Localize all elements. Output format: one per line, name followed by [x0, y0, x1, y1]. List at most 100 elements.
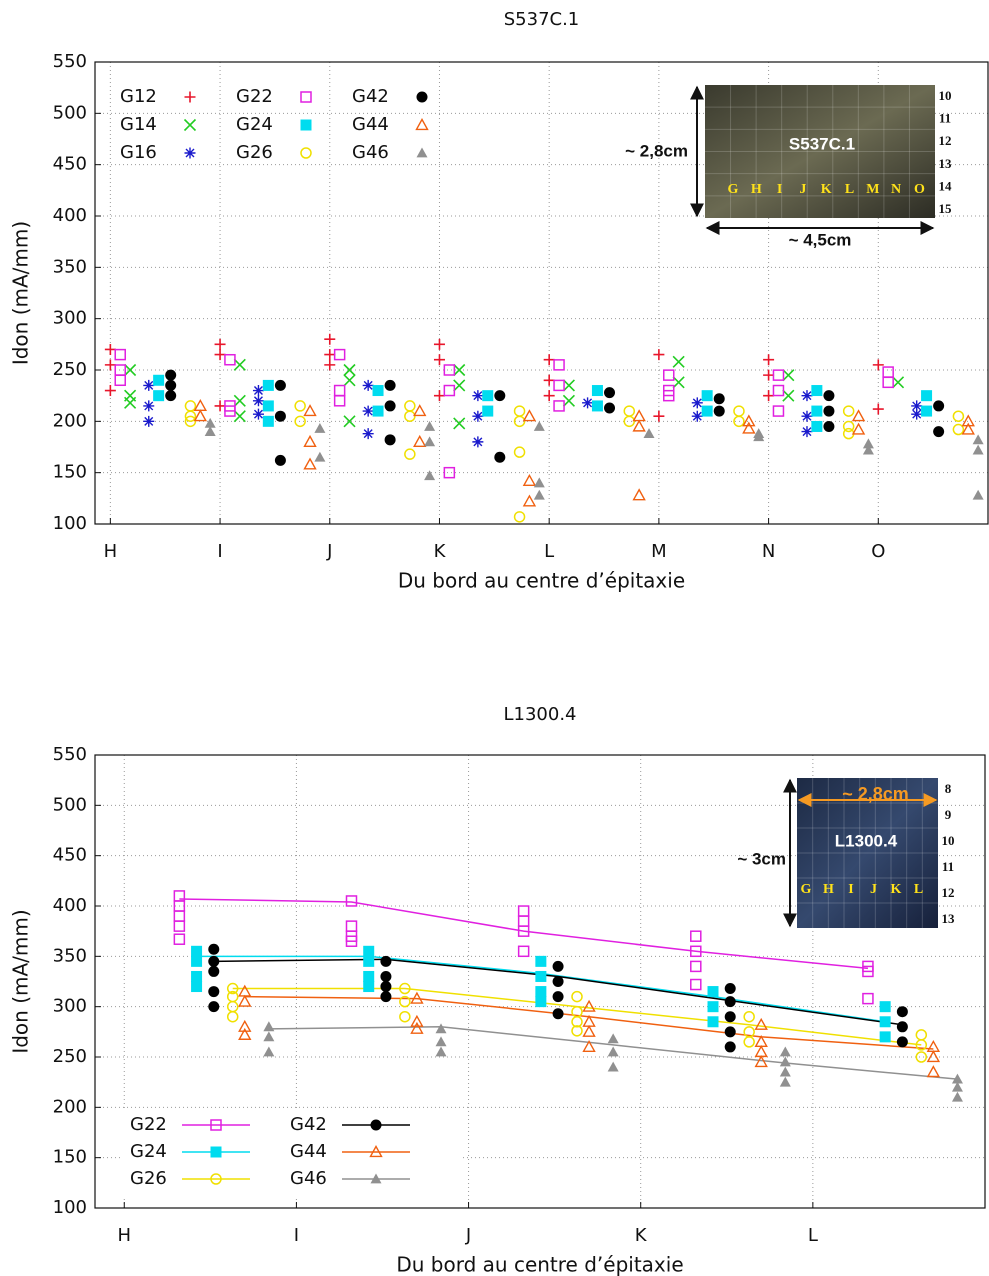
- data-point: [345, 935, 358, 947]
- data-point: [707, 1016, 719, 1028]
- data-point: [443, 364, 456, 376]
- data-point: [552, 991, 564, 1003]
- data-point: [380, 970, 392, 982]
- data-point: [733, 415, 745, 428]
- data-point: [623, 415, 636, 428]
- data-point: [582, 999, 596, 1012]
- data-point: [543, 390, 555, 402]
- data-point: [453, 417, 466, 430]
- data-point: [372, 405, 384, 417]
- data-point: [104, 359, 116, 371]
- data-point: [811, 405, 823, 417]
- data-point: [921, 390, 933, 402]
- data-point: [384, 379, 396, 391]
- x-tick-label: L: [808, 1225, 818, 1246]
- data-point: [779, 1056, 791, 1067]
- data-point: [811, 420, 823, 432]
- data-point: [443, 466, 456, 479]
- data-point: [513, 446, 526, 458]
- data-point: [713, 405, 725, 417]
- data-point: [262, 400, 274, 412]
- data-point: [184, 410, 197, 422]
- data-point: [951, 1091, 963, 1102]
- data-point: [214, 338, 226, 350]
- inset-column-label: K: [891, 882, 902, 897]
- data-point: [533, 420, 545, 431]
- data-point: [380, 991, 392, 1003]
- data-point: [208, 1001, 220, 1013]
- data-point: [494, 390, 506, 402]
- inset-column-label: H: [823, 882, 834, 897]
- data-point: [410, 1014, 424, 1027]
- data-point: [191, 945, 203, 957]
- data-point: [191, 955, 203, 967]
- data-point: [754, 1045, 768, 1058]
- data-point: [262, 415, 274, 427]
- data-point: [252, 395, 264, 407]
- data-point: [607, 1061, 619, 1072]
- data-point: [782, 389, 795, 402]
- data-point: [535, 955, 547, 967]
- legend-label: G46: [352, 142, 389, 163]
- data-point: [384, 400, 396, 412]
- data-point: [604, 402, 616, 414]
- data-point: [233, 410, 246, 423]
- inset-center-label: L1300.4: [835, 831, 898, 850]
- data-point: [753, 431, 765, 442]
- data-point: [482, 390, 494, 402]
- data-point: [690, 978, 702, 991]
- data-point: [951, 1073, 963, 1084]
- data-point: [632, 419, 646, 432]
- data-point: [294, 400, 306, 412]
- data-point: [226, 982, 239, 995]
- y-tick-label: 500: [53, 102, 87, 123]
- y-tick-label: 500: [53, 794, 87, 815]
- y-tick-label: 150: [53, 462, 87, 483]
- data-point: [891, 376, 905, 389]
- data-point: [114, 348, 126, 361]
- data-point: [343, 415, 356, 428]
- data-point: [143, 415, 155, 427]
- data-point: [233, 394, 246, 407]
- data-point: [801, 426, 813, 438]
- data-point: [384, 434, 396, 446]
- data-point: [604, 387, 616, 399]
- data-point: [233, 358, 246, 371]
- data-point: [896, 1006, 908, 1018]
- legend-marker: [416, 91, 428, 103]
- data-point: [204, 417, 216, 428]
- data-point: [552, 976, 564, 987]
- data-point: [413, 434, 427, 447]
- data-point: [224, 353, 236, 366]
- inset-column-label: M: [866, 182, 879, 197]
- inset-column-label: L: [845, 182, 854, 197]
- data-point: [553, 400, 565, 412]
- data-point: [533, 489, 545, 500]
- data-point: [173, 910, 186, 922]
- data-point: [252, 385, 264, 397]
- data-point: [314, 451, 326, 462]
- y-tick-label: 200: [53, 1096, 87, 1117]
- data-point: [165, 369, 177, 381]
- data-point: [842, 420, 855, 433]
- data-point: [104, 343, 116, 355]
- data-point: [952, 423, 965, 436]
- legend-marker: [300, 147, 312, 159]
- data-point: [124, 396, 137, 409]
- data-point: [872, 359, 884, 371]
- data-point: [472, 436, 484, 448]
- data-point: [724, 1011, 736, 1023]
- data-point: [238, 984, 252, 997]
- data-point: [226, 1010, 239, 1023]
- data-point: [623, 405, 636, 417]
- data-point: [173, 933, 186, 945]
- data-point: [972, 444, 984, 455]
- data-point: [453, 363, 466, 377]
- y-axis-label: Idon (mA/mm): [9, 909, 33, 1053]
- data-point: [472, 390, 484, 402]
- y-tick-label: 400: [53, 895, 87, 916]
- legend-marker: [416, 147, 428, 158]
- y-tick-label: 400: [53, 205, 87, 226]
- data-point: [472, 410, 484, 422]
